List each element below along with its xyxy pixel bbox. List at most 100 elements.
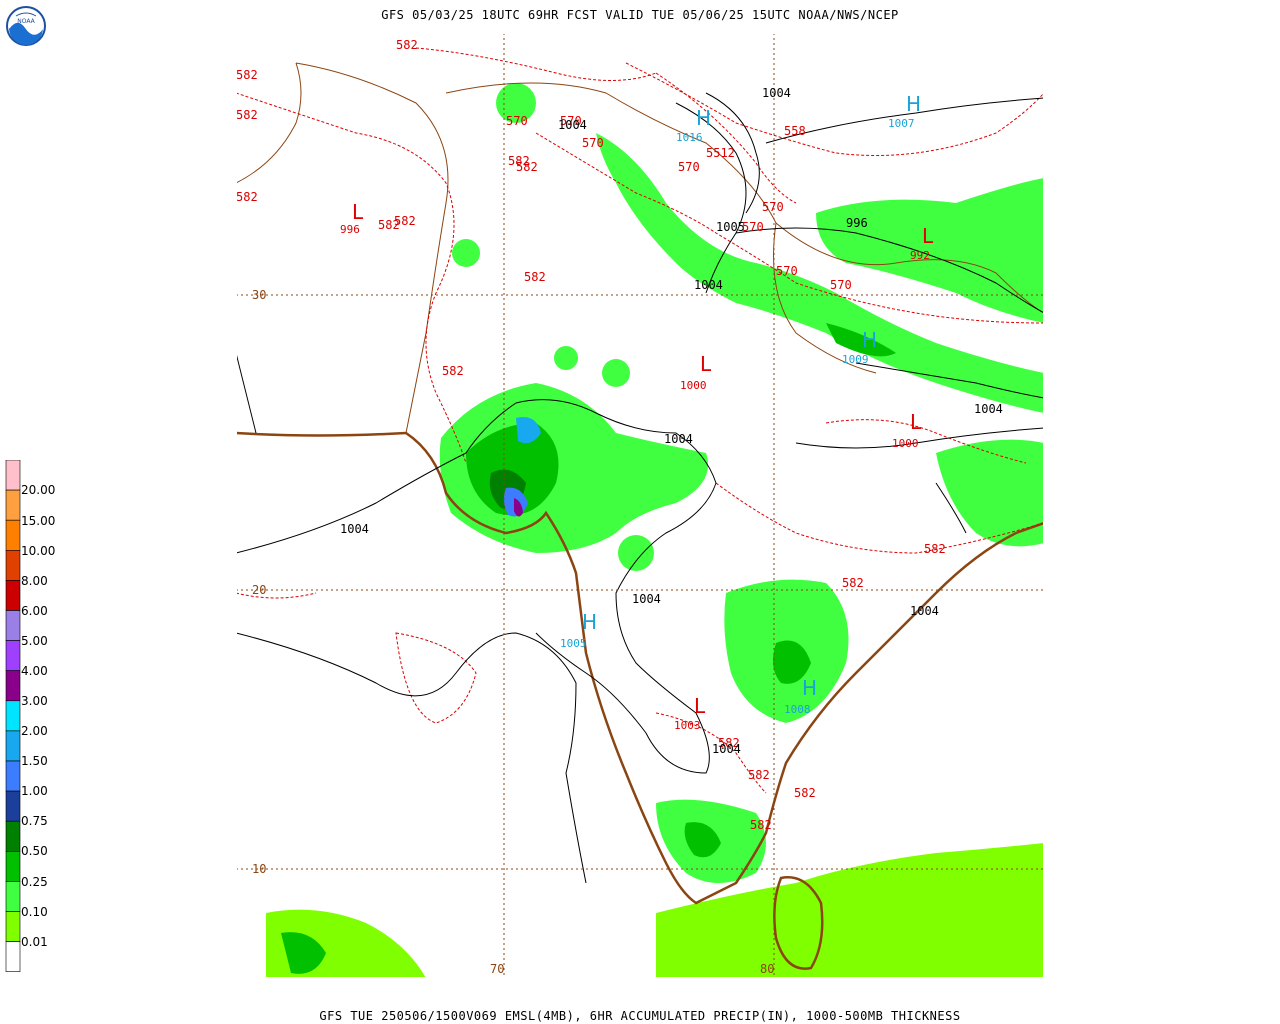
isobar-label: 1004	[974, 402, 1003, 416]
thickness-labels: 582 582 582 582 570 570 570 570 582 582 …	[236, 38, 946, 832]
low-center-symbol: L	[700, 352, 712, 376]
low-center-symbol: L	[910, 410, 922, 434]
high-center-symbol: H	[582, 610, 597, 634]
high-center-value: 1008	[784, 703, 811, 716]
legend-label: 20.00	[21, 483, 55, 497]
lat-label: 10	[252, 862, 266, 876]
low-center-symbol: L	[922, 224, 934, 248]
thickness-label: 570	[582, 136, 604, 150]
thickness-label: 582	[794, 786, 816, 800]
thickness-label: 582	[516, 160, 538, 174]
high-center-value: 1007	[888, 117, 915, 130]
legend-label: 2.00	[21, 724, 48, 738]
low-center-symbol: L	[694, 694, 706, 718]
legend-label: 3.00	[21, 694, 48, 708]
precip-cell	[452, 239, 480, 267]
lat-label: 20	[252, 583, 266, 597]
legend-label: 4.00	[21, 664, 48, 678]
chart-title: GFS 05/03/25 18UTC 69HR FCST VALID TUE 0…	[381, 8, 899, 22]
isobar-label: 1004	[558, 118, 587, 132]
pressure-labels: 1004 1004 1004 996 1005 1004 1004 1004 1…	[340, 86, 1003, 756]
thickness-label: 582	[718, 736, 740, 750]
thickness-label: 582	[842, 576, 864, 590]
low-center-value: 992	[910, 249, 930, 262]
thickness-label: 570	[506, 114, 528, 128]
legend-color-box	[5, 730, 21, 762]
thickness-label: 570	[742, 220, 764, 234]
legend-color-box	[5, 580, 21, 611]
thickness-label: 582	[236, 108, 258, 122]
low-center-value: 1000	[892, 437, 919, 450]
legend-label: 1.00	[21, 784, 48, 798]
thickness-label: 570	[678, 160, 700, 174]
thickness-label: 582	[924, 542, 946, 556]
isobar-label: 1004	[694, 278, 723, 292]
legend-label: 1.50	[21, 754, 48, 768]
legend-labels: 20.00 15.00 10.00 8.00 6.00 5.00 4.00 3.…	[21, 483, 55, 949]
grid-labels: 30 20 10 70 80	[252, 288, 774, 976]
noaa-logo: NOAA	[6, 6, 46, 46]
precip-gujarat-purple	[514, 498, 523, 517]
thickness-label: 582	[750, 818, 772, 832]
legend-label: 15.00	[21, 514, 55, 528]
borders	[236, 62, 1044, 434]
thickness-label: 582	[442, 364, 464, 378]
isobar-label: 1004	[712, 742, 741, 756]
precip-cell	[554, 346, 578, 370]
logo-text: NOAA	[17, 18, 35, 25]
legend-color-box	[5, 911, 21, 942]
legend-color-box	[5, 489, 21, 521]
lon-label: 70	[490, 962, 504, 976]
precip-cell	[602, 359, 630, 387]
precip-areas	[266, 83, 1044, 978]
legend-color-box	[5, 700, 21, 732]
precip-gujarat-blue2	[516, 417, 541, 444]
legend-label: 6.00	[21, 604, 48, 618]
legend-color-box	[5, 760, 21, 792]
thickness-label: 582	[236, 190, 258, 204]
thickness-label: 582	[378, 218, 400, 232]
isobar-label: 1004	[762, 86, 791, 100]
lat-label: 30	[252, 288, 266, 302]
legend-color-box	[5, 550, 21, 581]
legend-label: 5.00	[21, 634, 48, 648]
isobars	[236, 92, 1044, 884]
lon-label: 80	[760, 962, 774, 976]
isobar-label: 1004	[664, 432, 693, 446]
thickness-label: 582	[236, 68, 258, 82]
isobar-label: 1005	[716, 220, 745, 234]
legend-color-box	[5, 881, 21, 912]
low-center-value: 996	[340, 223, 360, 236]
thickness-label: 570	[762, 200, 784, 214]
low-center-value: 1000	[680, 379, 707, 392]
coast-west	[236, 431, 1044, 905]
legend-label: 0.25	[21, 875, 48, 889]
precip-cell	[496, 83, 536, 123]
precip-legend: 20.00 15.00 10.00 8.00 6.00 5.00 4.00 3.…	[5, 460, 55, 973]
precip-himalaya-core	[826, 323, 896, 357]
legend-label: 0.75	[21, 814, 48, 828]
isobar-label: 1004	[632, 592, 661, 606]
precip-northeast	[816, 178, 1044, 323]
legend-label: 0.50	[21, 844, 48, 858]
high-center-symbol: H	[802, 676, 817, 700]
thickness-label: 570	[830, 278, 852, 292]
legend-color-box	[5, 670, 21, 702]
thickness-label: 570	[560, 114, 582, 128]
legend-color-box	[5, 790, 21, 822]
thickness-label: 582	[748, 768, 770, 782]
thickness-label: 582	[396, 38, 418, 52]
legend-color-box	[5, 460, 21, 491]
thickness-label: 582	[524, 270, 546, 284]
thickness-label: 558	[784, 124, 806, 138]
precip-gujarat-core	[466, 423, 559, 515]
legend-color-box	[5, 820, 21, 852]
chart-footer-title: GFS TUE 250506/1500V069 EMSL(4MB), 6HR A…	[319, 1009, 961, 1023]
forecast-map: 30 20 10 70 80 582 582 582 582 570 570 5…	[236, 33, 1044, 978]
precip-cell	[618, 535, 654, 571]
pressure-centers: L 996 L 1000 L 992 L 1000 L 1003 H 1016 …	[340, 92, 934, 732]
legend-color-box	[5, 610, 21, 641]
legend-color-box	[5, 850, 21, 882]
high-center-symbol: H	[906, 92, 921, 116]
low-center-symbol: L	[352, 200, 364, 224]
